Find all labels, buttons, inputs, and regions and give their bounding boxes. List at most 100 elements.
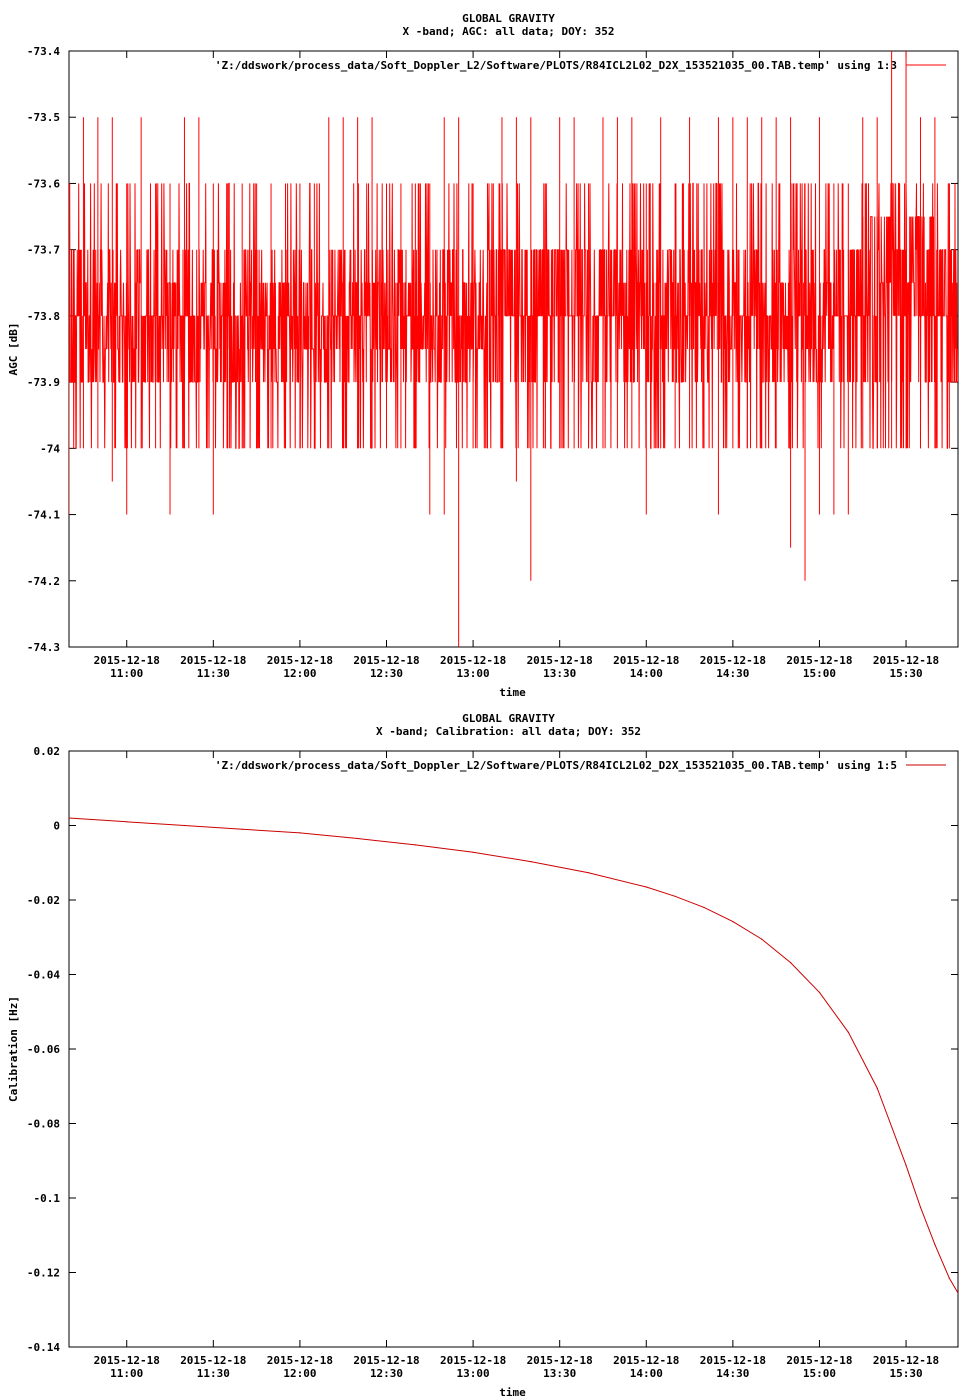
x-tick-time: 12:30 — [370, 1367, 403, 1380]
agc-trace-segment — [227, 182, 243, 449]
y-axis-label: AGC [dB] — [7, 323, 20, 376]
agc-trace-segment — [155, 183, 170, 449]
x-tick-time: 15:00 — [803, 667, 836, 680]
agc-trace-segment — [761, 183, 777, 449]
y-tick-label: -73.6 — [27, 177, 60, 190]
agc-trace-segment — [357, 183, 372, 449]
agc-trace-segment — [703, 182, 719, 449]
agc-trace-segment — [285, 183, 300, 449]
calibration-point — [183, 824, 186, 827]
x-tick-time: 12:00 — [283, 1367, 316, 1380]
x-tick-date: 2015-12-18 — [94, 654, 160, 667]
x-tick-time: 12:30 — [370, 667, 403, 680]
legend-entry: 'Z:/ddswork/process_data/Soft_Doppler_L2… — [215, 759, 897, 772]
y-tick-label: -0.02 — [27, 894, 60, 907]
agc-trace-segment — [501, 183, 517, 449]
calibration-point — [69, 817, 70, 819]
calibration-point — [587, 872, 590, 874]
calibration-point — [472, 851, 474, 853]
x-tick-date: 2015-12-18 — [700, 1354, 766, 1367]
agc-trace-segment — [371, 183, 387, 449]
calibration-point — [732, 921, 734, 923]
x-tick-date: 2015-12-18 — [527, 654, 593, 667]
agc-trace-segment — [328, 249, 344, 449]
calibration-point — [357, 837, 359, 840]
agc-trace-segment — [920, 183, 935, 449]
x-tick-time: 11:30 — [197, 667, 230, 680]
x-tick-date: 2015-12-18 — [267, 654, 333, 667]
agc-trace-segment — [126, 183, 141, 449]
agc-trace-segment — [674, 183, 690, 449]
x-tick-date: 2015-12-18 — [527, 1354, 593, 1367]
calibration-point — [761, 938, 763, 940]
calibration-point — [818, 991, 821, 994]
agc-trace-segment — [386, 183, 402, 449]
calibration-point — [790, 962, 792, 964]
agc-trace-segment — [689, 182, 705, 449]
calibration-point — [645, 886, 647, 888]
agc-trace-segment — [242, 183, 257, 449]
chart-subtitle: X -band; AGC: all data; DOY: 352 — [403, 25, 615, 38]
calibration-point — [919, 1206, 922, 1208]
chart-title: GLOBAL GRAVITY — [462, 712, 555, 725]
agc-trace-segment — [573, 183, 589, 449]
agc-trace-segment — [717, 183, 733, 449]
x-tick-date: 2015-12-18 — [700, 654, 766, 667]
agc-trace-segment — [212, 183, 228, 449]
agc-trace-segment — [833, 183, 849, 449]
legend-entry: 'Z:/ddswork/process_data/Soft_Doppler_L2… — [215, 59, 897, 72]
agc-trace-segment — [876, 183, 892, 449]
calibration-point — [414, 844, 416, 846]
agc-trace-segment — [198, 183, 214, 449]
x-tick-date: 2015-12-18 — [873, 654, 939, 667]
calibration-point — [876, 1087, 878, 1089]
agc-trace-segment — [400, 183, 416, 449]
calibration-point — [241, 828, 243, 830]
agc-trace-segment — [169, 183, 185, 449]
agc-trace-segment — [184, 182, 199, 449]
y-tick-label: -73.8 — [27, 310, 60, 323]
agc-trace-segment — [429, 249, 445, 449]
y-tick-label: -73.9 — [27, 376, 60, 389]
x-tick-date: 2015-12-18 — [353, 1354, 419, 1367]
agc-trace-segment — [559, 183, 574, 449]
x-tick-date: 2015-12-18 — [180, 654, 246, 667]
x-tick-date: 2015-12-18 — [353, 654, 419, 667]
agc-trace-segment — [270, 249, 286, 449]
x-axis-label: time — [499, 686, 526, 699]
agc-trace-segment — [472, 249, 488, 449]
agc-trace-segment — [934, 183, 950, 449]
x-tick-time: 13:00 — [457, 1367, 490, 1380]
agc-trace-segment — [891, 182, 907, 449]
agc-trace-segment — [775, 183, 791, 449]
calibration-point — [948, 1277, 950, 1279]
agc-trace-segment — [82, 183, 98, 449]
x-tick-time: 15:30 — [889, 1367, 922, 1380]
agc-trace-segment — [443, 183, 459, 449]
chart-title: GLOBAL GRAVITY — [462, 12, 555, 25]
x-tick-time: 11:30 — [197, 1367, 230, 1380]
agc-trace-segment — [69, 183, 84, 449]
calibration-point — [126, 821, 128, 823]
x-tick-date: 2015-12-18 — [786, 1354, 852, 1367]
calibration-point — [847, 1031, 849, 1033]
x-tick-date: 2015-12-18 — [873, 1354, 939, 1367]
agc-trace-segment — [414, 183, 430, 449]
agc-trace-segment — [819, 183, 834, 449]
y-tick-label: -73.4 — [27, 45, 60, 58]
agc-trace-segment — [746, 182, 762, 449]
x-tick-time: 14:00 — [630, 1367, 663, 1380]
chart-subtitle: X -band; Calibration: all data; DOY: 352 — [376, 725, 641, 738]
data-layer — [69, 817, 958, 1294]
y-tick-label: -73.7 — [27, 244, 60, 257]
y-tick-label: 0.02 — [34, 745, 61, 758]
y-tick-label: -0.12 — [27, 1267, 60, 1280]
agc-trace-segment — [299, 182, 315, 449]
x-tick-time: 13:00 — [457, 667, 490, 680]
x-tick-time: 14:30 — [716, 1367, 749, 1380]
agc-trace-segment — [631, 183, 647, 449]
x-tick-time: 11:00 — [110, 1367, 143, 1380]
x-tick-time: 14:30 — [716, 667, 749, 680]
agc-trace-segment — [544, 183, 560, 449]
